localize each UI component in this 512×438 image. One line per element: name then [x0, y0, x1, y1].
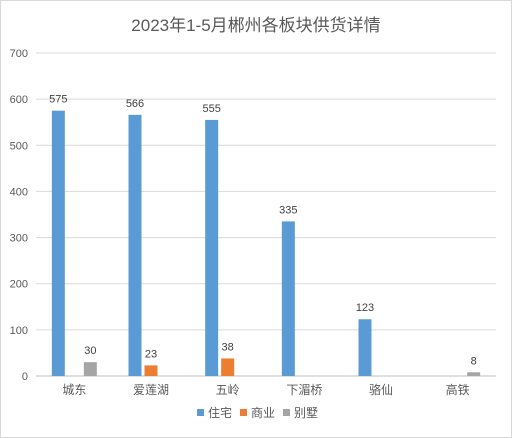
y-tick-label: 700 — [10, 48, 28, 60]
legend-swatch — [240, 409, 247, 416]
y-tick-label: 0 — [22, 371, 28, 383]
x-tick-label: 城东 — [62, 383, 86, 397]
bars — [51, 110, 481, 377]
y-tick-label: 100 — [10, 325, 28, 337]
data-label: 23 — [145, 348, 157, 360]
data-label: 123 — [356, 302, 374, 314]
x-tick-label: 下湄桥 — [286, 383, 322, 397]
data-label: 30 — [84, 345, 96, 357]
bar — [83, 362, 97, 376]
bar — [144, 365, 158, 376]
bar — [467, 372, 481, 376]
x-axis-ticks: 城东 爱莲湖 五岭 下湄桥 骆仙 高铁 — [62, 382, 469, 397]
data-label: 38 — [222, 341, 234, 353]
x-tick-label: 高铁 — [446, 382, 470, 397]
bar — [205, 119, 219, 377]
chart-title: 2023年1-5月郴州各板块供货详情 — [131, 16, 380, 35]
legend-swatch — [283, 409, 290, 416]
y-tick-label: 200 — [10, 279, 28, 291]
y-axis-ticks: 0 100 200 300 400 500 600 700 — [10, 48, 28, 383]
data-labels: 575 30 566 23 555 38 335 123 8 — [49, 94, 477, 368]
bar — [128, 114, 142, 377]
data-label: 555 — [202, 103, 220, 115]
x-tick-label: 爱莲湖 — [133, 382, 169, 397]
legend-label: 商业 — [251, 405, 275, 420]
gridlines — [36, 52, 496, 377]
y-tick-label: 300 — [10, 233, 28, 245]
y-tick-label: 600 — [10, 94, 28, 106]
legend: 住宅 商业 别墅 — [197, 405, 318, 420]
bar — [358, 319, 372, 376]
data-label: 335 — [279, 204, 297, 216]
bar — [281, 221, 295, 376]
legend-swatch — [197, 409, 204, 416]
data-label: 566 — [126, 98, 144, 110]
y-tick-label: 400 — [10, 186, 28, 198]
x-tick-label: 骆仙 — [369, 382, 393, 397]
y-tick-label: 500 — [10, 140, 28, 152]
data-label: 8 — [471, 355, 477, 367]
x-tick-label: 五岭 — [216, 383, 240, 397]
data-label: 575 — [49, 94, 67, 106]
bar — [221, 358, 235, 376]
legend-label: 别墅 — [294, 406, 318, 420]
bar — [51, 110, 65, 376]
legend-label: 住宅 — [208, 405, 232, 420]
